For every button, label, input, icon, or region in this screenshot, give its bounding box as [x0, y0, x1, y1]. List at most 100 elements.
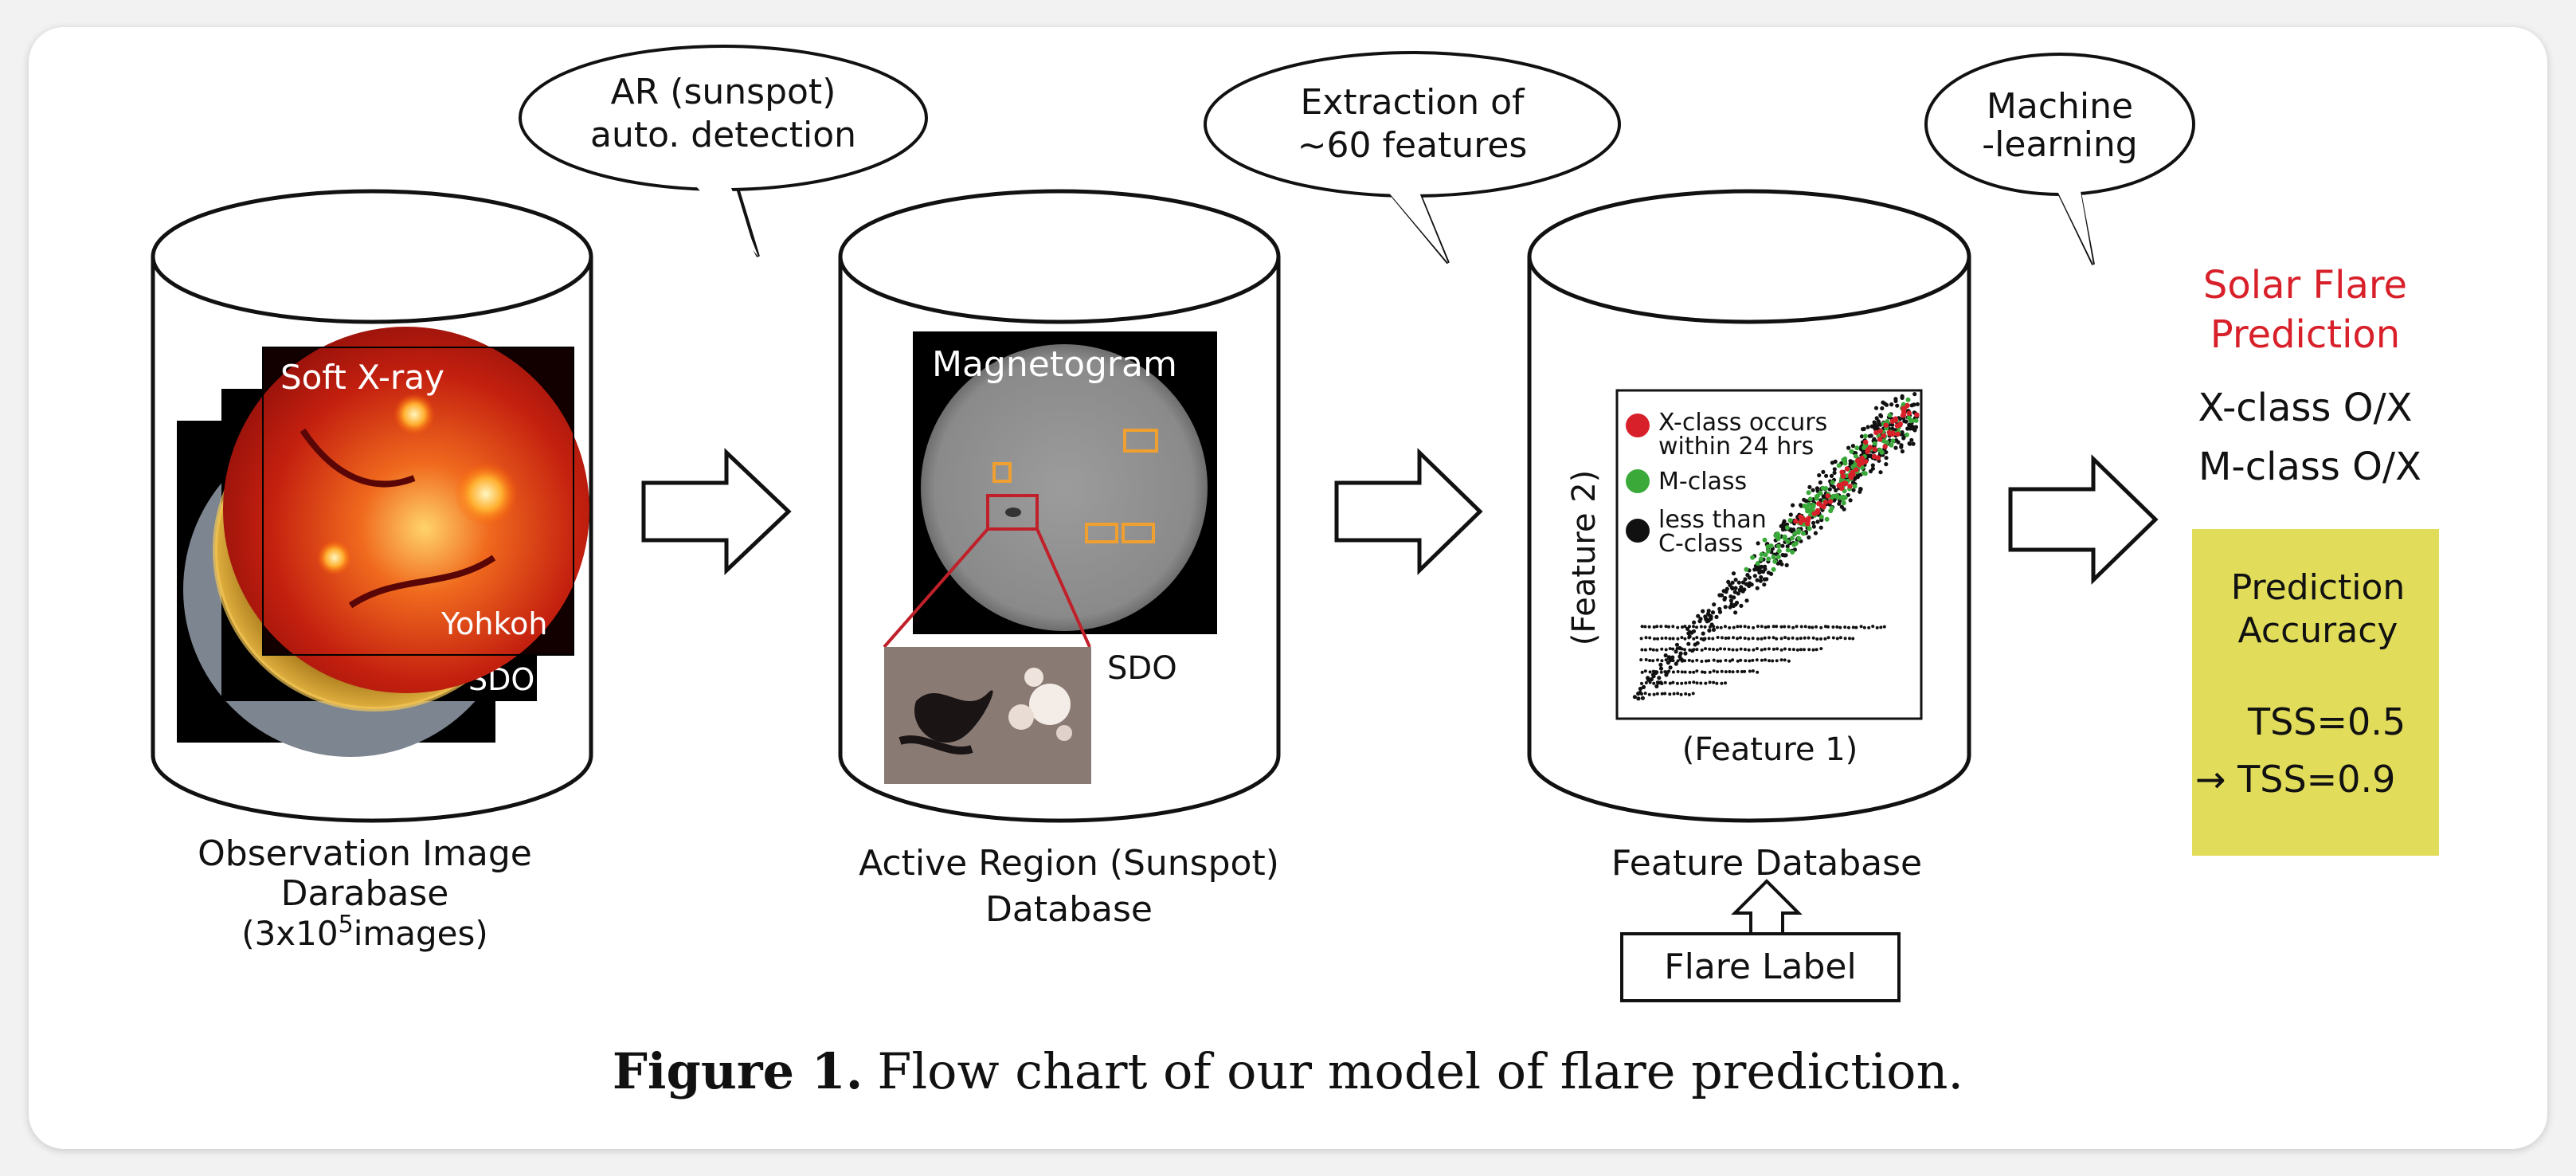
scatter-point-c-class [1843, 637, 1847, 641]
scatter-point-c-class [1890, 422, 1895, 427]
scatter-point-c-class [1767, 636, 1771, 640]
flare-label-box [1620, 932, 1901, 1002]
scatter-point-c-class [1638, 686, 1642, 692]
scatter-point-m-class [1775, 554, 1781, 559]
scatter-point-c-class [1668, 647, 1672, 651]
solar-flare-title-line1: Solar Flare [2203, 263, 2407, 308]
scatter-point-c-class [1831, 625, 1835, 629]
scatter-point-c-class [1807, 625, 1811, 629]
scatter-point-m-class [1783, 536, 1788, 542]
scatter-point-c-class [1859, 434, 1864, 439]
scatter-point-c-class [1755, 578, 1760, 582]
scatter-point-c-class [1655, 680, 1659, 684]
scatter-point-c-class [1660, 692, 1664, 696]
scatter-point-x-class [1842, 480, 1847, 486]
scatter-point-c-class [1807, 484, 1812, 490]
accuracy-title-line2: Accuracy [2238, 610, 2398, 651]
scatter-point-c-class [1706, 617, 1711, 622]
scatter-point-c-class [1811, 625, 1815, 629]
scatter-point-c-class [1803, 636, 1807, 640]
scatter-point-m-class [1834, 493, 1840, 499]
scatter-point-c-class [1763, 647, 1767, 651]
scatter-point-m-class [1806, 490, 1811, 496]
scatter-point-c-class [1639, 658, 1643, 662]
scatter-point-c-class [1848, 637, 1851, 641]
scatter-point-c-class [1771, 636, 1775, 640]
scatter-point-c-class [1721, 589, 1726, 594]
scatter-point-c-class [1747, 648, 1751, 652]
scatter-point-c-class [1815, 648, 1818, 652]
scatter-point-m-class [1889, 442, 1894, 448]
scatter-point-c-class [1720, 681, 1724, 685]
scatter-point-c-class [1843, 625, 1847, 629]
scatter-point-c-class [1764, 577, 1769, 582]
scatter-point-c-class [1724, 658, 1728, 662]
scatter-point-c-class [1780, 543, 1785, 548]
cylinder-top [1527, 189, 1971, 324]
scatter-point-c-class [1716, 636, 1720, 639]
scatter-point-c-class [1771, 659, 1775, 663]
scatter-point-m-class [1755, 561, 1760, 566]
scatter-point-c-class [1752, 648, 1756, 652]
scatter-point-x-class [1877, 428, 1883, 434]
scatter-point-m-class [1830, 480, 1835, 485]
scatter-point-c-class [1756, 670, 1760, 674]
scatter-point-c-class [1780, 552, 1785, 558]
scatter-point-c-class [1722, 597, 1727, 602]
scatter-point-c-class [1672, 692, 1676, 696]
scatter-point-m-class [1841, 500, 1846, 506]
scatter-point-c-class [1835, 637, 1839, 641]
scatter-point-c-class [1684, 692, 1688, 696]
active-region-box [992, 462, 1012, 483]
scatter-point-m-class [1785, 547, 1791, 553]
scatter-point-c-class [1858, 489, 1862, 494]
scatter-point-m-class [1784, 525, 1790, 531]
scatter-point-c-class [1695, 681, 1699, 685]
scatter-point-m-class [1818, 514, 1824, 519]
scatter-point-m-class [1807, 526, 1812, 531]
scatter-point-c-class [1736, 580, 1741, 585]
scatter-point-x-class [1882, 444, 1888, 449]
scatter-point-x-class [1906, 410, 1912, 416]
scatter-point-x-class [1901, 409, 1907, 414]
x-class-output: X-class O/X [2198, 386, 2412, 430]
scatter-point-c-class [1799, 637, 1803, 641]
scatter-point-c-class [1848, 461, 1853, 466]
flare-label-text: Flare Label [1664, 947, 1856, 987]
scatter-point-c-class [1663, 653, 1668, 658]
scatter-point-c-class [1911, 441, 1916, 446]
scatter-point-c-class [1752, 574, 1757, 578]
scatter-point-x-class [1815, 508, 1821, 514]
scatter-point-x-class [1883, 422, 1889, 428]
scatter-point-c-class [1701, 609, 1705, 613]
scatter-point-c-class [1915, 402, 1920, 406]
scatter-point-c-class [1724, 637, 1728, 640]
scatter-point-m-class [1805, 508, 1811, 514]
scatter-point-x-class [1806, 515, 1811, 521]
scatter-point-c-class [1831, 484, 1836, 489]
cylinder-observation-database: SDO Soft X-ray Yohkoh [151, 189, 593, 823]
cylinder-top [151, 189, 593, 324]
scatter-point-c-class [1692, 620, 1697, 625]
scatter-point-c-class [1912, 392, 1917, 397]
scatter-point-c-class [1708, 625, 1712, 629]
scatter-point-c-class [1733, 586, 1738, 590]
scatter-point-c-class [1671, 670, 1675, 674]
scatter-point-c-class [1807, 636, 1811, 640]
scatter-point-c-class [1668, 637, 1672, 641]
scatter-point-c-class [1771, 625, 1775, 629]
scatter-point-c-class [1664, 625, 1668, 629]
scatter-point-c-class [1859, 625, 1863, 629]
scatter-point-c-class [1742, 587, 1747, 592]
scatter-point-m-class [1849, 449, 1854, 454]
scatter-point-c-class [1913, 425, 1919, 429]
scatter-point-c-class [1881, 400, 1885, 405]
scatter-point-c-class [1656, 637, 1659, 641]
scatter-point-m-class [1787, 518, 1793, 523]
scatter-point-m-class [1863, 433, 1868, 439]
scatter-point-c-class [1648, 670, 1652, 674]
scatter-point-x-class [1847, 484, 1853, 489]
scatter-point-m-class [1766, 548, 1771, 554]
scatter-point-c-class [1683, 651, 1688, 656]
scatter-point-c-class [1698, 617, 1703, 621]
